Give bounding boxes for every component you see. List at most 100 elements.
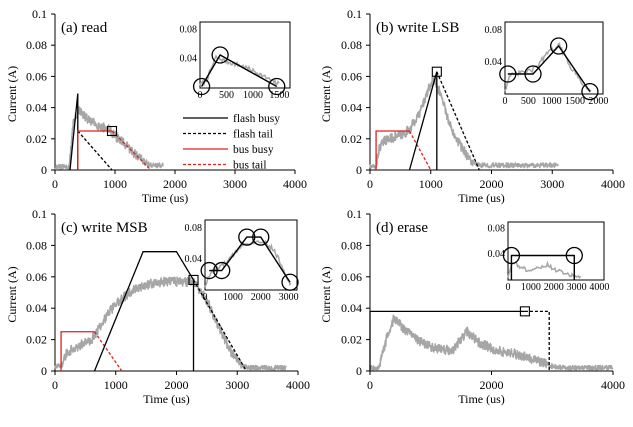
y-tick-label: 0 — [41, 364, 47, 378]
inset-circle-marker — [502, 246, 521, 265]
y-axis-label: Current (A) — [319, 66, 333, 122]
inset-x-tick-label: 0 — [198, 90, 203, 101]
x-tick-label: 3000 — [225, 378, 249, 392]
inset-circle-marker — [268, 77, 286, 96]
x-tick-label: 4000 — [286, 378, 310, 392]
panel-title: (a) read — [61, 20, 108, 36]
y-tick-label: 0.02 — [26, 132, 47, 146]
x-tick-label: 2000 — [480, 177, 504, 191]
square-marker — [431, 66, 442, 77]
inset-circle-marker — [200, 261, 218, 280]
inset-model-line — [200, 54, 278, 88]
measured-current-trace — [369, 314, 614, 371]
inset-y-tick-label: 0.04 — [485, 57, 503, 68]
inset-measured-trace — [507, 260, 582, 280]
inset-x-tick-label: 1500 — [269, 90, 289, 101]
y-tick-label: 0.02 — [26, 333, 47, 347]
y-tick-label: 0 — [356, 364, 362, 378]
y-tick-label: 0.08 — [26, 38, 47, 52]
panel-title: (c) write MSB — [61, 220, 148, 236]
inset-y-tick-label: 0.08 — [185, 223, 203, 234]
y-tick-label: 0.02 — [341, 132, 362, 146]
inset-y-tick-label: 0.08 — [485, 25, 503, 36]
y-axis-label: Current (A) — [319, 266, 333, 322]
legend-label: flash busy — [233, 113, 280, 125]
inset-x-tick-label: 2000 — [544, 282, 564, 293]
inset-x-tick-label: 1000 — [223, 292, 243, 303]
inset-circle-marker — [499, 65, 517, 83]
inset-circle-marker — [252, 228, 270, 246]
inset-y-tick-label: 0.04 — [488, 249, 506, 260]
inset-x-tick-label: 2000 — [588, 96, 608, 107]
y-tick-label: 0 — [41, 163, 47, 177]
flash-busy-line — [369, 310, 525, 371]
flash-busy-line — [69, 93, 79, 171]
legend: flash busy flash tail bus busy bus tail — [183, 113, 280, 172]
y-tick-label: 0.1 — [347, 7, 362, 21]
legend-label: bus busy — [233, 144, 274, 156]
y-tick-label: 0.1 — [32, 207, 47, 221]
inset-circle-marker — [581, 82, 599, 101]
flash-busy-line — [93, 251, 195, 372]
x-tick-label: 4000 — [601, 378, 625, 392]
y-axis-label: Current (A) — [5, 66, 19, 122]
x-axis-label: Time (us) — [142, 191, 189, 205]
panel-title: (d) erase — [376, 220, 428, 236]
y-tick-label: 0.08 — [341, 238, 362, 252]
x-tick-label: 0 — [367, 378, 373, 392]
flash-tail-line — [192, 279, 247, 372]
inset-x-tick-label: 3000 — [279, 292, 299, 303]
y-tick-label: 0.06 — [341, 69, 362, 83]
x-tick-label: 2000 — [480, 378, 504, 392]
inset-chart: 0.04 0.08 0 500 1000 1500 — [180, 21, 291, 101]
y-tick-label: 0.04 — [341, 301, 362, 315]
x-axis-label: Time (us) — [143, 392, 190, 406]
measured-current-trace — [54, 106, 164, 170]
inset-circle-marker — [550, 37, 568, 55]
bus-busy-line — [77, 130, 112, 170]
inset-x-tick-label: 500 — [219, 90, 234, 101]
inset-circle-marker — [192, 77, 211, 96]
y-tick-label: 0.06 — [26, 270, 47, 284]
x-tick-label: 0 — [52, 378, 58, 392]
flash-tail-line — [77, 130, 113, 171]
panel-a: 0 0.02 0.04 0.06 0.08 0.1 0 1000 2000 3000 4000 Tim… — [5, 7, 307, 205]
panel-b: 0 0.02 0.04 0.06 0.08 0.1 0 1000 2000 3000 4000 Tim… — [319, 7, 625, 205]
inset-y-tick-label: 0.04 — [180, 54, 198, 65]
inset-y-tick-label: 0.04 — [185, 254, 203, 265]
y-tick-label: 0 — [356, 163, 362, 177]
bus-busy-line — [375, 130, 410, 170]
inset-circle-marker — [211, 46, 229, 64]
y-tick-label: 0.08 — [26, 238, 47, 252]
bus-tail-line — [408, 130, 432, 171]
inset-x-tick-label: 0 — [503, 96, 508, 107]
y-tick-label: 0.02 — [341, 333, 362, 347]
x-tick-label: 2000 — [165, 378, 189, 392]
inset-model-line — [507, 44, 591, 92]
measured-current-trace — [54, 276, 287, 371]
bus-tail-line — [93, 331, 123, 372]
inset-y-tick-label: 0.08 — [488, 223, 506, 234]
inset-chart: 0.04 0.08 0 500 1000 1500 2000 — [485, 21, 608, 107]
panel-d: 0 0.02 0.04 0.06 0.08 0.1 0 2000 4000 Time (us) Cu… — [319, 207, 625, 406]
inset-frame — [199, 21, 291, 89]
inset-circle-marker — [565, 246, 583, 265]
x-tick-label: 4000 — [283, 177, 307, 191]
inset-circle-marker — [281, 273, 299, 291]
square-marker — [188, 274, 199, 285]
bus-tail-line — [111, 130, 152, 171]
y-tick-label: 0.06 — [26, 69, 47, 83]
panel-c: 0 0.02 0.04 0.06 0.08 0.1 0 1000 2000 3000 4000 Tim… — [5, 207, 310, 406]
x-tick-label: 3000 — [540, 177, 564, 191]
panel-title: (b) write LSB — [376, 20, 459, 36]
square-marker — [519, 306, 530, 317]
y-tick-label: 0.1 — [347, 207, 362, 221]
y-tick-label: 0.04 — [26, 101, 47, 115]
y-tick-label: 0.04 — [26, 301, 47, 315]
y-tick-label: 0.1 — [32, 7, 47, 21]
x-tick-label: 1000 — [103, 177, 127, 191]
y-axis-label: Current (A) — [5, 266, 19, 322]
x-axis-label: Time (us) — [458, 191, 505, 205]
bus-busy-line — [60, 331, 95, 371]
inset-x-tick-label: 500 — [521, 96, 536, 107]
